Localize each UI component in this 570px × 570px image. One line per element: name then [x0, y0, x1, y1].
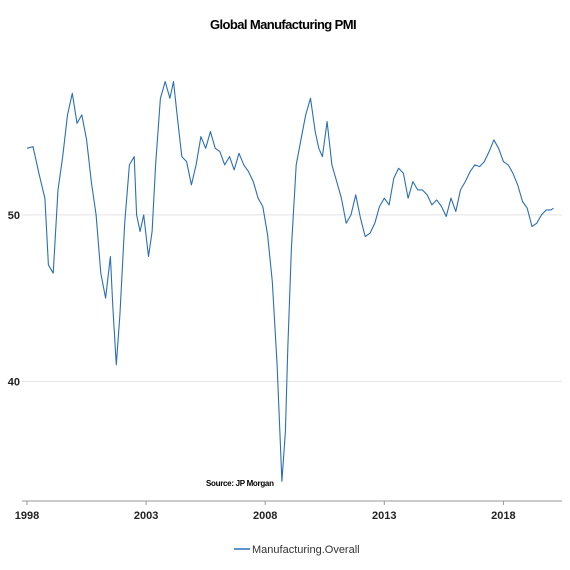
legend: Manufacturing.Overall	[234, 544, 360, 556]
x-tick-label: 2018	[491, 510, 515, 522]
x-tick-label: 2003	[134, 510, 158, 522]
series-line-manufacturing-overall	[26, 81, 554, 482]
x-tick-label: 2008	[253, 510, 277, 522]
tick-layer: 40 50 1998 2003 2008 2013 2018	[8, 210, 516, 522]
grid-layer	[22, 214, 562, 382]
y-tick-label: 40	[8, 376, 20, 388]
legend-label: Manufacturing.Overall	[252, 544, 360, 556]
x-tick-label: 2013	[372, 510, 396, 522]
chart-title: Global Manufacturing PMI	[210, 17, 356, 32]
source-note: Source: JP Morgan	[206, 479, 274, 488]
y-tick-label: 50	[8, 210, 20, 222]
x-tick-label: 1998	[15, 510, 39, 522]
